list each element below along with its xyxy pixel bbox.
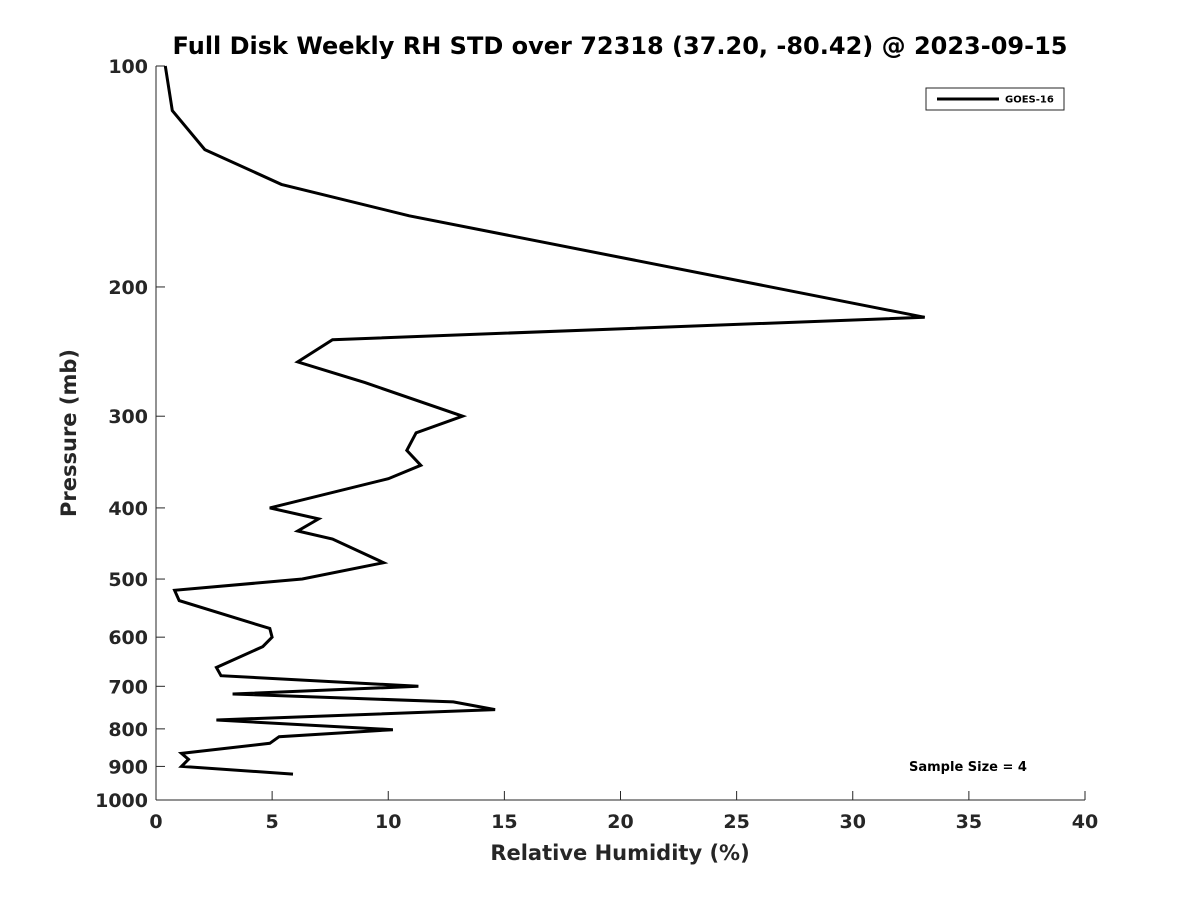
chart-title: Full Disk Weekly RH STD over 72318 (37.2… bbox=[173, 32, 1068, 60]
y-tick-label: 700 bbox=[108, 676, 148, 698]
x-tick-label: 20 bbox=[607, 811, 633, 833]
x-tick-label: 30 bbox=[840, 811, 866, 833]
series-layer bbox=[163, 65, 925, 776]
y-axis-ticks: 100 200 300 400 500 600 700 800 900 1000 bbox=[95, 56, 165, 812]
x-tick-label: 25 bbox=[723, 811, 749, 833]
sample-size-annotation: Sample Size = 4 bbox=[909, 760, 1027, 775]
legend-entry: GOES-16 bbox=[1005, 95, 1054, 106]
y-tick-label: 400 bbox=[108, 498, 148, 520]
x-tick-label: 0 bbox=[149, 811, 162, 833]
x-tick-label: 35 bbox=[956, 811, 982, 833]
legend: GOES-16 bbox=[925, 87, 1065, 111]
y-tick-label: 500 bbox=[108, 569, 148, 591]
x-tick-label: 15 bbox=[491, 811, 517, 833]
y-tick-label: 200 bbox=[108, 277, 148, 299]
y-tick-label: 1000 bbox=[95, 790, 148, 812]
x-tick-label: 5 bbox=[266, 811, 279, 833]
y-tick-label: 100 bbox=[108, 56, 148, 78]
series-line bbox=[163, 65, 925, 776]
y-tick-label: 800 bbox=[108, 719, 148, 741]
x-axis-ticks: 0 5 10 15 20 25 30 35 40 bbox=[149, 791, 1098, 833]
x-tick-label: 40 bbox=[1072, 811, 1098, 833]
x-tick-label: 10 bbox=[375, 811, 401, 833]
y-tick-label: 900 bbox=[108, 756, 148, 778]
y-tick-label: 600 bbox=[108, 627, 148, 649]
x-axis-label: Relative Humidity (%) bbox=[490, 841, 749, 865]
y-axis-label: Pressure (mb) bbox=[57, 349, 81, 517]
y-tick-label: 300 bbox=[108, 406, 148, 428]
